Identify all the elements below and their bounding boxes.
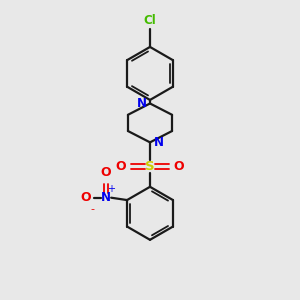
Text: S: S xyxy=(145,160,155,173)
Text: N: N xyxy=(136,97,146,110)
Text: O: O xyxy=(116,160,126,173)
Text: O: O xyxy=(174,160,184,173)
Text: O: O xyxy=(80,191,91,204)
Text: -: - xyxy=(90,204,94,214)
Text: O: O xyxy=(100,166,111,179)
Text: Cl: Cl xyxy=(144,14,156,27)
Text: N: N xyxy=(154,136,164,149)
Text: +: + xyxy=(107,184,115,194)
Text: N: N xyxy=(101,191,111,204)
